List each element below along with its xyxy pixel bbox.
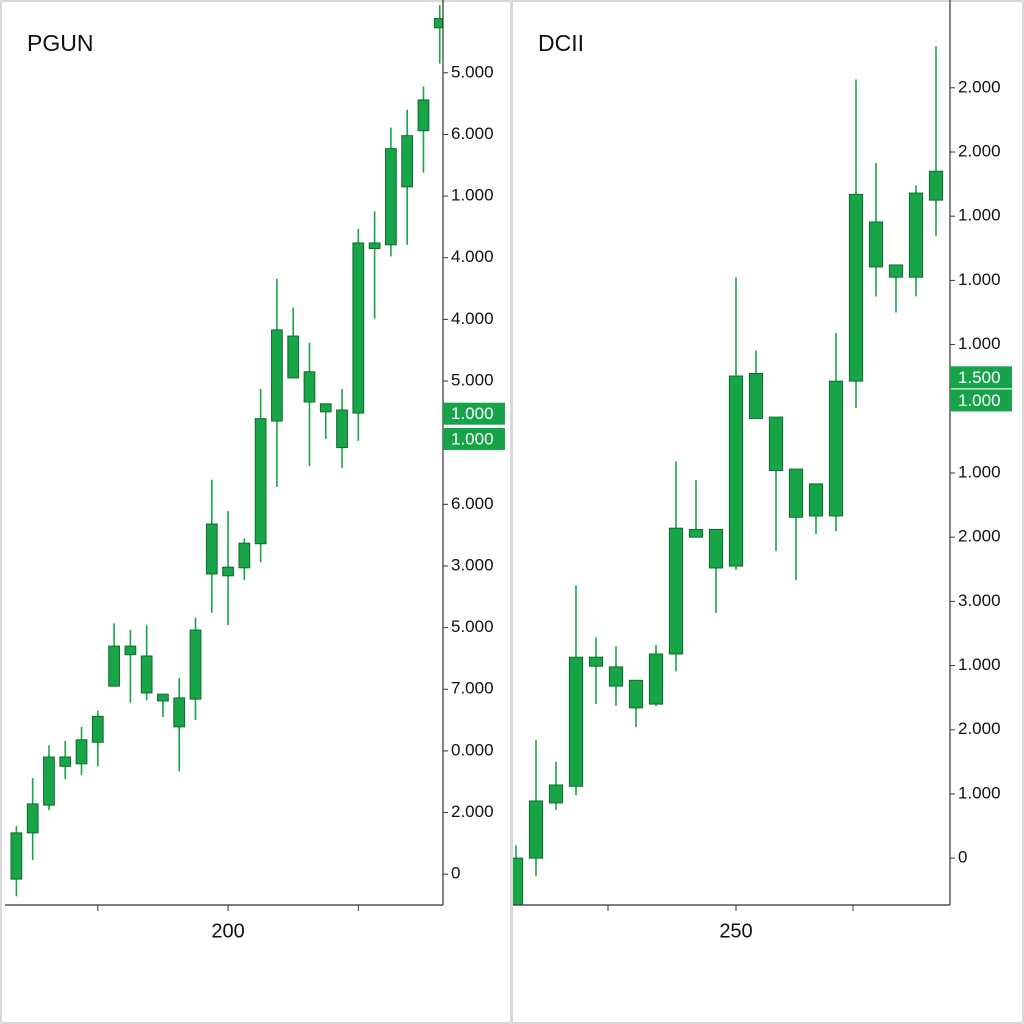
candles bbox=[10, 5, 443, 897]
y-tick-label: 2.000 bbox=[958, 141, 1001, 160]
candle-body bbox=[352, 242, 365, 414]
candle-body bbox=[173, 697, 186, 728]
plot bbox=[513, 46, 944, 905]
y-tick-label: 1.000 bbox=[958, 334, 1001, 353]
candle-body bbox=[868, 221, 884, 268]
candle-body bbox=[848, 193, 864, 382]
candle-body bbox=[222, 566, 234, 577]
candle-body bbox=[628, 679, 644, 709]
y-tick-label: 3.000 bbox=[958, 591, 1001, 610]
candle-body bbox=[303, 371, 316, 403]
candle-body bbox=[108, 645, 120, 687]
candle-body bbox=[568, 656, 584, 787]
candle-body bbox=[888, 264, 904, 278]
y-tick-label: 4.000 bbox=[451, 247, 494, 266]
candle-body bbox=[271, 329, 283, 422]
y-tick-label: 6.000 bbox=[451, 124, 494, 143]
y-tick-label: 1.000 bbox=[451, 186, 494, 205]
y-tick-label: 0 bbox=[451, 864, 460, 883]
y-tick-label: 1.000 bbox=[958, 655, 1001, 674]
candle-body bbox=[254, 418, 267, 545]
y-tick-label: 7.000 bbox=[451, 679, 494, 698]
y-tick-label: 0.000 bbox=[451, 740, 494, 759]
y-tick-label: 5.000 bbox=[451, 617, 494, 636]
candle-body bbox=[708, 528, 724, 569]
y-tick-label: 1.000 bbox=[958, 206, 1001, 225]
candle-body bbox=[385, 148, 397, 246]
y-tick-label: 2.000 bbox=[958, 77, 1001, 96]
price-badge bbox=[443, 402, 505, 425]
y-tick-label: 1.000 bbox=[958, 783, 1001, 802]
candle-body bbox=[768, 416, 784, 471]
y-tick-label: 5.000 bbox=[451, 62, 494, 81]
plot bbox=[10, 5, 443, 897]
candle-body bbox=[368, 242, 381, 249]
candle-body bbox=[668, 527, 684, 655]
candle-body bbox=[238, 542, 251, 569]
candle-body bbox=[548, 784, 564, 804]
candle-body bbox=[91, 715, 104, 743]
price-badge-label: 1.000 bbox=[451, 429, 494, 448]
candles bbox=[513, 46, 944, 905]
candle-body bbox=[433, 18, 443, 29]
price-badge-label: 1.500 bbox=[958, 368, 1001, 387]
candle-body bbox=[26, 803, 39, 834]
y-tick-label: 4.000 bbox=[451, 309, 494, 328]
candle-body bbox=[43, 756, 55, 806]
candle-body bbox=[648, 653, 664, 705]
candle-body bbox=[10, 832, 23, 880]
candle-body bbox=[788, 468, 804, 518]
candle-body bbox=[808, 483, 824, 517]
y-tick-label: 2.000 bbox=[958, 719, 1001, 738]
y-tick-label: 3.000 bbox=[451, 555, 494, 574]
chart-title: DCII bbox=[538, 30, 584, 56]
candle-body bbox=[908, 192, 924, 278]
candle-body bbox=[287, 335, 300, 379]
candle-body bbox=[157, 693, 169, 702]
candle-body bbox=[417, 99, 430, 132]
price-badge-label: 1.000 bbox=[958, 391, 1001, 410]
candle-body bbox=[728, 375, 744, 567]
y-tick-label: 6.000 bbox=[451, 494, 494, 513]
price-badge bbox=[950, 366, 1012, 389]
y-tick-label: 2.000 bbox=[451, 802, 494, 821]
x-tick-label: 200 bbox=[211, 920, 244, 942]
candle-body bbox=[59, 756, 72, 767]
y-tick-label: 0 bbox=[958, 848, 967, 867]
candle-body bbox=[189, 629, 202, 700]
candle-body bbox=[205, 523, 218, 575]
y-tick-label: 5.000 bbox=[451, 371, 494, 390]
candle-body bbox=[588, 656, 604, 667]
price-badge-label: 1.000 bbox=[451, 404, 494, 423]
candle-body bbox=[336, 409, 348, 449]
candle-body bbox=[748, 372, 764, 419]
x-tick-label: 250 bbox=[719, 920, 752, 942]
candle-body bbox=[828, 380, 844, 517]
price-badge bbox=[950, 389, 1012, 412]
candle-body bbox=[124, 645, 137, 656]
candle-body bbox=[319, 403, 332, 413]
y-tick-label: 2.000 bbox=[958, 527, 1001, 546]
y-tick-label: 1.000 bbox=[958, 462, 1001, 481]
candle-body bbox=[401, 135, 414, 188]
candle-body bbox=[140, 655, 153, 694]
candle-body bbox=[928, 170, 944, 201]
candle-body bbox=[75, 739, 88, 765]
chart-title: PGUN bbox=[27, 30, 93, 56]
candle-body bbox=[688, 528, 704, 538]
price-badge bbox=[443, 427, 505, 450]
y-tick-label: 1.000 bbox=[958, 270, 1001, 289]
candle-body bbox=[528, 800, 544, 859]
candle-body bbox=[608, 666, 624, 687]
